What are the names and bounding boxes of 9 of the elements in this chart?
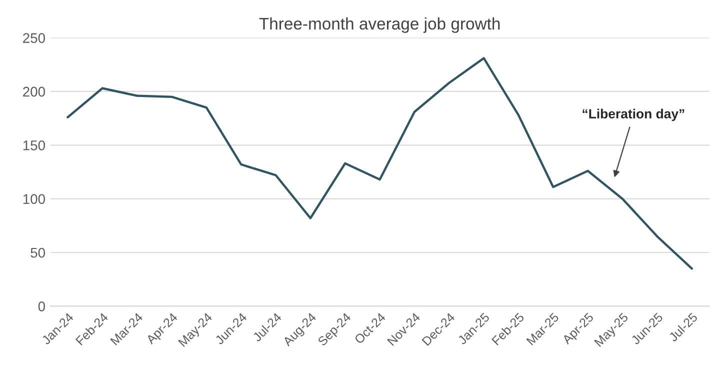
- y-tick-label: 200: [23, 86, 45, 97]
- y-tick-label: 0: [38, 302, 45, 312]
- y-tick-label: 250: [23, 33, 45, 43]
- y-tick-label: 150: [23, 140, 45, 150]
- chart-title: Three-month average job growth: [259, 17, 500, 33]
- y-tick-label: 50: [30, 248, 45, 258]
- annotation: “Liberation day”: [582, 108, 684, 122]
- y-tick-label: 100: [23, 194, 45, 204]
- line-series: [66, 57, 693, 270]
